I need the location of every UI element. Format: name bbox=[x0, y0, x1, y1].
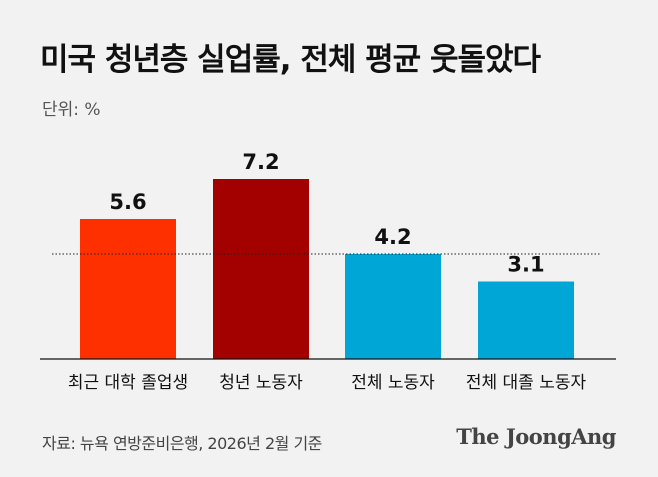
source-note: 자료: 뉴욕 연방준비은행, 2026년 2월 기준 bbox=[42, 434, 322, 453]
bar bbox=[345, 254, 441, 359]
bar bbox=[80, 219, 176, 359]
bar bbox=[213, 179, 309, 359]
category-label: 전체 대졸 노동자 bbox=[466, 373, 587, 393]
category-label: 청년 노동자 bbox=[219, 373, 303, 393]
bar bbox=[478, 281, 574, 359]
bar-chart: 5.6 최근 대학 졸업생 7.2 청년 노동자 4.2 전체 노동자 3.1 전체 대졸 노… bbox=[40, 150, 616, 393]
data-label: 5.6 bbox=[109, 190, 146, 214]
category-label: 최근 대학 졸업생 bbox=[68, 373, 188, 393]
unit-label: 단위: % bbox=[42, 100, 101, 120]
category-label: 전체 노동자 bbox=[351, 373, 435, 393]
publisher-logo: The JoongAng bbox=[456, 424, 616, 449]
data-label: 3.1 bbox=[507, 253, 544, 277]
chart-title: 미국 청년층 실업률, 전체 평균 웃돌았다 bbox=[40, 42, 541, 78]
data-label: 4.2 bbox=[374, 225, 411, 249]
data-label: 7.2 bbox=[242, 150, 279, 174]
